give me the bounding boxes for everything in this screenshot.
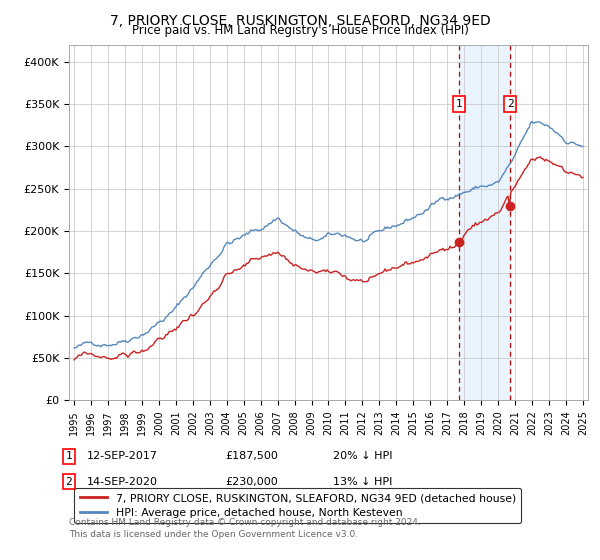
- Text: 20% ↓ HPI: 20% ↓ HPI: [333, 451, 392, 461]
- Bar: [459, 45, 510, 400]
- Text: 1: 1: [65, 451, 73, 461]
- Text: Contains HM Land Registry data © Crown copyright and database right 2024.
This d: Contains HM Land Registry data © Crown c…: [69, 518, 421, 539]
- Legend: 7, PRIORY CLOSE, RUSKINGTON, SLEAFORD, NG34 9ED (detached house), HPI: Average p: 7, PRIORY CLOSE, RUSKINGTON, SLEAFORD, N…: [74, 488, 521, 523]
- Text: Price paid vs. HM Land Registry's House Price Index (HPI): Price paid vs. HM Land Registry's House …: [131, 24, 469, 37]
- Text: 12-SEP-2017: 12-SEP-2017: [87, 451, 158, 461]
- Text: 13% ↓ HPI: 13% ↓ HPI: [333, 477, 392, 487]
- Text: 1: 1: [456, 99, 463, 109]
- Text: 7, PRIORY CLOSE, RUSKINGTON, SLEAFORD, NG34 9ED: 7, PRIORY CLOSE, RUSKINGTON, SLEAFORD, N…: [110, 14, 490, 28]
- Text: 2: 2: [65, 477, 73, 487]
- Text: £187,500: £187,500: [225, 451, 278, 461]
- Text: 14-SEP-2020: 14-SEP-2020: [87, 477, 158, 487]
- Text: 2: 2: [507, 99, 514, 109]
- Text: £230,000: £230,000: [225, 477, 278, 487]
